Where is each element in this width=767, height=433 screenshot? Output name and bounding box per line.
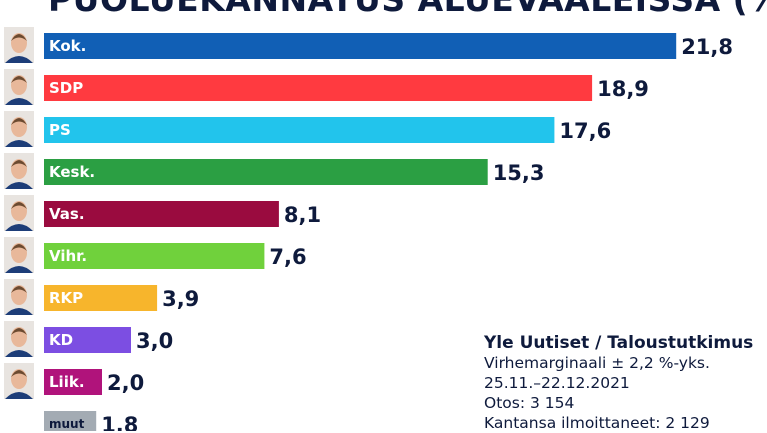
bar-value-label: 7,6	[269, 245, 306, 269]
portrait-icon	[4, 69, 34, 105]
bar-category-label: Vihr.	[49, 247, 87, 265]
source-publisher: Yle Uutiset / Taloustutkimus	[484, 333, 754, 353]
bar-value-label: 17,6	[559, 119, 611, 143]
bar-category-label: PS	[49, 121, 71, 139]
bar	[44, 369, 102, 395]
bar-group: Kok. 21,8	[4, 27, 733, 63]
bar-group: KD 3,0	[4, 321, 173, 357]
portrait-icon	[4, 111, 34, 147]
bar-category-label: muut	[49, 417, 85, 431]
portrait-icon	[4, 237, 34, 273]
bar	[44, 327, 131, 353]
source-block: Yle Uutiset / Taloustutkimus Virhemargin…	[484, 333, 753, 433]
bar-value-label: 18,9	[597, 77, 649, 101]
source-sample: Otos: 3 154	[484, 394, 575, 412]
bar-group: muut 1,8	[44, 411, 138, 431]
bar-category-label: Vas.	[49, 205, 85, 223]
bar	[44, 201, 279, 227]
bar-category-label: Kok.	[49, 37, 86, 55]
bar	[44, 33, 677, 59]
portrait-icon	[4, 195, 34, 231]
bar-value-label: 2,0	[107, 371, 144, 395]
bar-value-label: 3,9	[162, 287, 199, 311]
portrait-icon	[4, 153, 34, 189]
bar-category-label: KD	[49, 331, 73, 349]
portrait-icon	[4, 321, 34, 357]
bar-group: SDP 18,9	[4, 69, 649, 105]
bar	[44, 159, 488, 185]
bar-group: RKP 3,9	[4, 279, 199, 315]
bar-value-label: 3,0	[136, 329, 173, 353]
bar-value-label: 1,8	[101, 413, 138, 431]
source-margin: Virhemarginaali ± 2,2 %-yks.	[484, 354, 710, 372]
source-dates: 25.11.–22.12.2021	[484, 374, 630, 392]
bar-category-label: Liik.	[49, 373, 85, 391]
portrait-icon	[4, 27, 34, 63]
bar-group: Liik. 2,0	[4, 363, 144, 399]
bar-value-label: 21,8	[681, 35, 733, 59]
portrait-icon	[4, 363, 34, 399]
bar	[44, 117, 555, 143]
bar-value-label: 15,3	[493, 161, 545, 185]
source-stated: Kantansa ilmoittaneet: 2 129	[484, 414, 710, 432]
bar	[44, 75, 593, 101]
portrait-icon	[4, 279, 34, 315]
chart-title: PUOLUEKANNATUS ALUEVAALEISSA (%)	[48, 0, 767, 19]
bar	[44, 411, 97, 431]
bar-group: Kesk. 15,3	[4, 153, 545, 189]
bar	[44, 285, 158, 311]
bar-group: PS 17,6	[4, 111, 611, 147]
bar-group: Vas. 8,1	[4, 195, 321, 231]
bar-category-label: Kesk.	[49, 163, 95, 181]
bar-category-label: RKP	[49, 289, 83, 307]
bar	[44, 243, 265, 269]
bar-group: Vihr. 7,6	[4, 237, 307, 273]
bar-category-label: SDP	[49, 79, 83, 97]
bar-value-label: 8,1	[284, 203, 321, 227]
